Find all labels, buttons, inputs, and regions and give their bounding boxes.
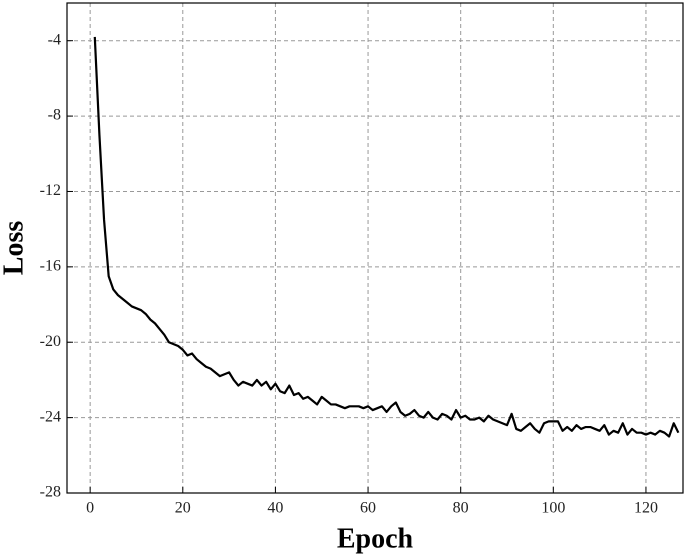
x-tick-label: 120 [634,500,658,517]
x-axis-title: Epoch [337,523,414,554]
plot-frame [66,2,684,494]
x-tick-label: 40 [267,500,283,517]
y-tick-label: -4 [48,31,61,48]
y-tick-label: -24 [40,408,61,425]
x-tick-label: 60 [360,500,376,517]
y-tick-label: -12 [40,182,61,199]
y-tick-label: -8 [48,107,61,124]
x-tick-label: 100 [541,500,565,517]
loss-line [93,36,680,438]
y-tick-label: -20 [40,333,61,350]
y-tick-label: -28 [40,484,61,501]
x-tick-label: 80 [453,500,469,517]
y-tick-label: -16 [40,258,61,275]
x-tick-label: 0 [86,500,94,517]
x-tick-label: 20 [175,500,191,517]
y-axis-title: Loss [0,221,29,276]
